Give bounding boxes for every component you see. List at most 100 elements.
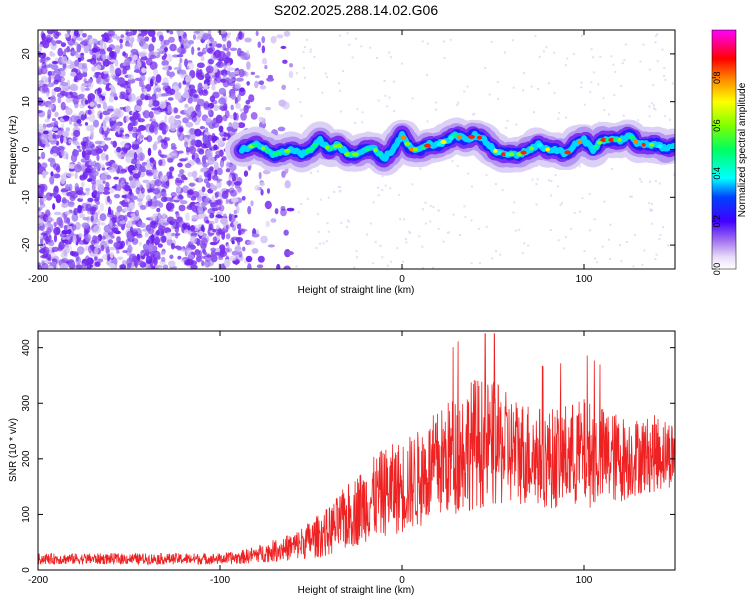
spectrogram-noise-cell (60, 70, 66, 77)
spectrogram-faint-cell (309, 50, 312, 53)
spectrogram-faint-cell (572, 52, 575, 55)
spectrogram-noise-cell (156, 207, 161, 213)
spectrogram-faint-cell (389, 56, 392, 59)
spectrogram-noise-cell (234, 82, 241, 89)
spectrogram-y-tick-label: -20 (21, 237, 32, 252)
spectrogram-noise-cell (132, 255, 138, 263)
spectrogram-faint-cell (496, 97, 499, 100)
spectrogram-noise-cell (83, 78, 87, 84)
spectrogram-faint-cell (338, 190, 341, 193)
spectrogram-noise-cell (167, 175, 174, 180)
spectrogram-faint-cell (652, 84, 655, 87)
spectrogram-noise-cell (47, 265, 54, 269)
spectrogram-noise-cell (265, 220, 270, 228)
spectrogram-noise-cell (141, 162, 148, 166)
spectrogram-faint-cell (494, 183, 497, 186)
spectrogram-noise-cell (66, 172, 75, 178)
spectrogram-noise-cell (74, 182, 79, 192)
spectrogram-noise-cell (187, 254, 195, 260)
spectrogram-noise-cell (38, 264, 43, 269)
spectrogram-noise-cell (112, 140, 118, 148)
spectrogram-noise-cell (202, 32, 209, 41)
spectrogram-noise-cell (231, 197, 239, 203)
spectrogram-noise-cell (254, 75, 260, 79)
spectrogram-noise-cell (165, 202, 173, 212)
spectrogram-noise-cell (122, 68, 127, 75)
spectrogram-noise-cell (224, 56, 231, 63)
spectrogram-noise-cell (95, 73, 99, 79)
spectrogram-noise-cell (176, 246, 183, 251)
spectrogram-noise-cell (194, 128, 202, 137)
spectrogram-noise-cell (38, 44, 41, 50)
spectrogram-noise-cell (103, 73, 110, 83)
spectrogram-noise-cell (225, 168, 231, 173)
spectrogram-faint-cell (448, 231, 451, 234)
snr-x-label: Height of straight line (km) (298, 585, 415, 596)
spectrogram-ridge-peak (600, 137, 608, 142)
spectrogram-faint-cell (673, 173, 675, 176)
spectrogram-faint-cell (354, 37, 357, 40)
spectrogram-faint-cell (491, 257, 494, 260)
spectrogram-noise-cell (134, 209, 140, 217)
spectrogram-noise-cell (38, 217, 42, 224)
spectrogram-noise-cell (139, 147, 143, 154)
spectrogram-faint-cell (629, 195, 632, 198)
spectrogram-ridge-peak (328, 146, 334, 151)
spectrogram-noise-cell (115, 110, 121, 120)
spectrogram-faint-cell (309, 48, 312, 51)
spectrogram-faint-cell (419, 167, 422, 170)
spectrogram-noise-cell (213, 161, 218, 166)
spectrogram-noise-cell (59, 232, 68, 238)
spectrogram-noise-cell (205, 65, 214, 74)
spectrogram-noise-cell (164, 114, 168, 124)
spectrogram-ridge-peak (628, 135, 636, 140)
spectrogram-faint-cell (470, 262, 473, 265)
spectrogram-noise-cell (62, 50, 67, 57)
spectrogram-noise-cell (101, 33, 109, 38)
spectrogram-ridge-peak (412, 147, 419, 152)
spectrogram-noise-cell (270, 35, 277, 44)
spectrogram-noise-cell (191, 154, 195, 160)
spectrogram-faint-cell (411, 97, 414, 100)
spectrogram-faint-cell (442, 240, 445, 243)
spectrogram-noise-cell (94, 196, 100, 201)
spectrogram-noise-cell (222, 248, 230, 254)
spectrogram-faint-cell (609, 223, 612, 226)
spectrogram-noise-cell (209, 212, 215, 219)
spectrogram-noise-cell (195, 36, 203, 40)
spectrogram-noise-cell (141, 249, 150, 254)
spectrogram-faint-cell (581, 197, 584, 200)
spectrogram-faint-cell (611, 168, 614, 171)
spectrogram-noise-cell (66, 30, 71, 34)
spectrogram-noise-cell (182, 80, 186, 85)
spectrogram-noise-cell (182, 93, 187, 98)
spectrogram-noise-cell (117, 256, 124, 261)
spectrogram-noise-cell (96, 153, 100, 162)
spectrogram-noise-cell (178, 62, 182, 71)
spectrogram-noise-cell (214, 146, 220, 150)
spectrogram-noise-cell (246, 240, 255, 246)
spectrogram-noise-cell (127, 73, 134, 81)
spectrogram-noise-cell (47, 239, 51, 243)
snr-y-tick-label: 100 (21, 506, 32, 523)
spectrogram-faint-cell (393, 109, 396, 112)
spectrogram-faint-cell (545, 46, 548, 49)
spectrogram-noise-cell (194, 203, 203, 207)
spectrogram-noise-cell (42, 246, 50, 256)
spectrogram-noise-cell (105, 245, 110, 254)
spectrogram-faint-cell (300, 203, 303, 206)
spectrogram-noise-cell (103, 137, 112, 141)
spectrogram-noise-cell (137, 171, 142, 176)
spectrogram-noise-cell (159, 35, 164, 40)
spectrogram-faint-cell (338, 34, 341, 37)
spectrogram-noise-cell (102, 120, 107, 127)
spectrogram-noise-cell (82, 216, 90, 221)
spectrogram-faint-cell (622, 114, 625, 117)
spectrogram-noise-cell (181, 223, 188, 229)
spectrogram-noise-cell (136, 99, 143, 107)
spectrogram-noise-cell (135, 187, 141, 195)
spectrogram-faint-cell (515, 229, 518, 232)
spectrogram-noise-cell (119, 43, 123, 50)
spectrogram-faint-cell (429, 220, 432, 223)
spectrogram-faint-cell (592, 71, 595, 74)
